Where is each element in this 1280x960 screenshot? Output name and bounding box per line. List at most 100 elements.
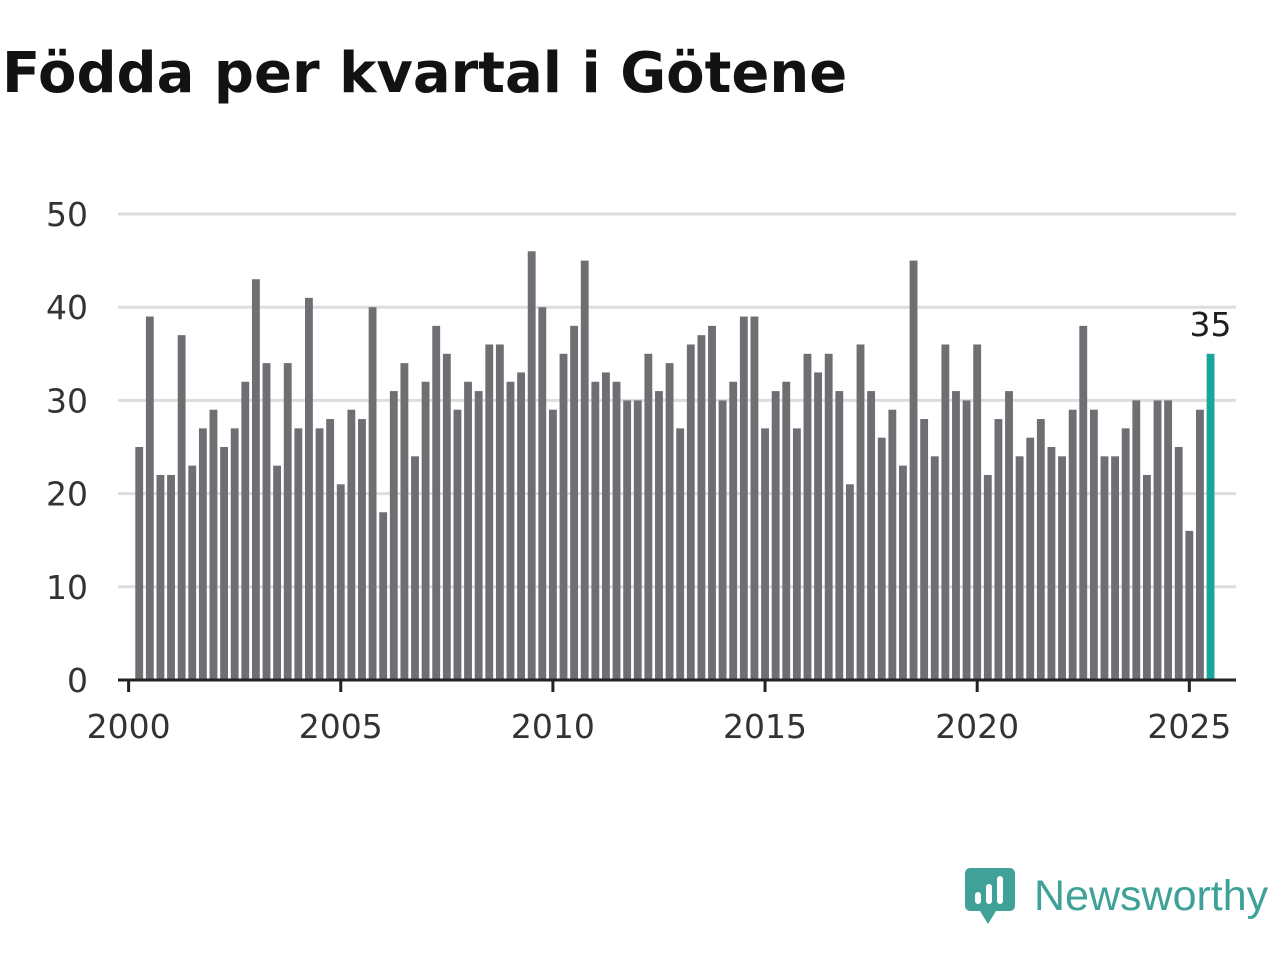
brand-name: Newsworthy (1034, 872, 1269, 920)
bar (326, 419, 335, 680)
chart-title: Födda per kvartal i Götene (2, 41, 848, 106)
y-tick-label: 30 (46, 381, 88, 420)
bar (1142, 474, 1151, 680)
bar (623, 400, 632, 680)
bar (464, 381, 472, 680)
bar (209, 409, 218, 680)
bar (400, 363, 409, 680)
newsworthy-logo-icon (965, 868, 1015, 924)
annotations: 35 (1190, 305, 1232, 344)
bar (1100, 456, 1109, 680)
bar (1121, 428, 1130, 680)
y-tick-label: 40 (46, 288, 88, 327)
x-tick-label: 2020 (935, 707, 1019, 746)
bar (167, 474, 175, 680)
bar (315, 428, 324, 680)
bar (994, 419, 1003, 680)
bar (739, 316, 748, 680)
bar (135, 447, 144, 680)
bar (1111, 456, 1120, 680)
bar-series (135, 251, 1215, 680)
bar (251, 279, 260, 680)
bar (538, 307, 547, 680)
x-tick-label: 2010 (511, 707, 595, 746)
bar (792, 428, 801, 680)
bar (421, 381, 430, 680)
bar (527, 251, 536, 680)
bar (1153, 400, 1162, 680)
bar (305, 297, 313, 680)
bar (750, 316, 759, 680)
bar (782, 381, 791, 680)
bar (1058, 456, 1066, 680)
bar (983, 474, 992, 680)
bar (920, 419, 929, 680)
bar (877, 437, 886, 680)
bar (633, 400, 642, 680)
bar (485, 344, 494, 680)
bar (941, 344, 950, 680)
bar (665, 363, 674, 680)
bar (867, 391, 876, 680)
bar (559, 353, 568, 680)
bar (952, 391, 960, 680)
bar (602, 372, 610, 680)
bar (230, 428, 239, 680)
bar (188, 465, 197, 680)
bar (580, 260, 589, 680)
bar (474, 391, 483, 680)
bar (156, 474, 165, 680)
bar (220, 447, 228, 680)
bar (1185, 530, 1194, 680)
bar (973, 344, 982, 680)
bar (411, 456, 419, 680)
bar (612, 381, 621, 680)
bar (729, 381, 738, 680)
bar (1036, 419, 1045, 680)
bar (708, 325, 716, 680)
bar (548, 409, 557, 680)
bar-highlighted (1206, 353, 1215, 680)
bar (676, 428, 685, 680)
bar (655, 391, 663, 680)
bar (899, 465, 907, 680)
bar (591, 381, 600, 680)
bar (570, 325, 579, 680)
bar (686, 344, 695, 680)
y-tick-label: 20 (46, 475, 88, 514)
bar (814, 372, 823, 680)
bar (1132, 400, 1141, 680)
bar (1026, 437, 1035, 680)
bar (379, 512, 388, 680)
y-axis-labels: 0 10 20 30 40 50 (46, 195, 88, 700)
bar (1196, 409, 1204, 680)
bar (718, 400, 727, 680)
bar (909, 260, 918, 680)
y-tick-label: 0 (67, 661, 88, 700)
bar (432, 325, 441, 680)
bar (368, 307, 377, 680)
x-tick-label: 2025 (1147, 707, 1231, 746)
bar (761, 428, 769, 680)
bar (771, 391, 780, 680)
bar (1047, 447, 1056, 680)
bar (358, 419, 366, 680)
bar (1079, 325, 1088, 680)
x-tick-label: 2005 (299, 707, 383, 746)
bar (888, 409, 897, 680)
bar (803, 353, 812, 680)
bar (453, 409, 462, 680)
bar (198, 428, 207, 680)
y-tick-label: 10 (46, 568, 88, 607)
bar (347, 409, 356, 680)
x-tick-label: 2015 (723, 707, 807, 746)
bar (495, 344, 504, 680)
bar (1015, 456, 1024, 680)
bar (644, 353, 653, 680)
bar (177, 335, 186, 680)
bar (283, 363, 292, 680)
bar (962, 400, 971, 680)
bar (336, 484, 345, 680)
bar (145, 316, 154, 680)
